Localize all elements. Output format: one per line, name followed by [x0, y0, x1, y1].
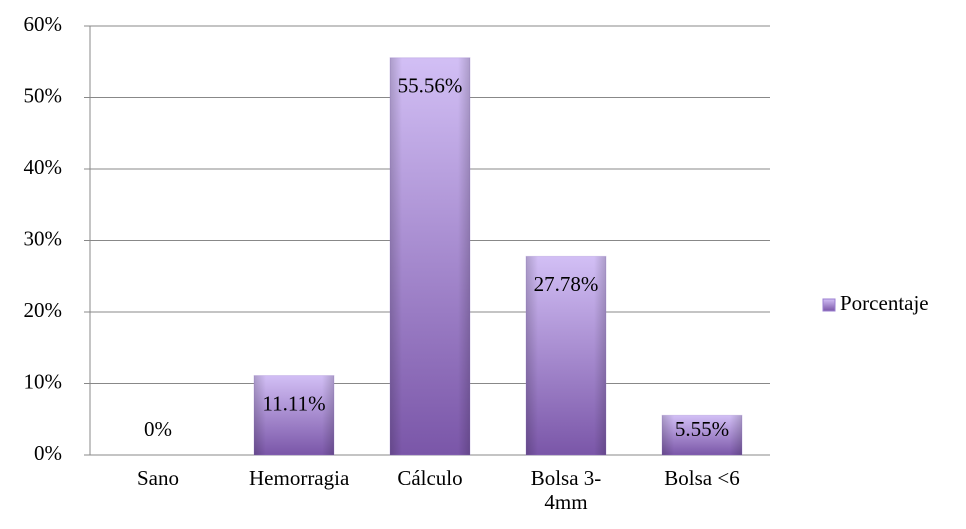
- data-label: 27.78%: [534, 272, 599, 296]
- y-tick-label: 40%: [24, 155, 63, 179]
- y-tick-label: 60%: [24, 12, 63, 36]
- x-tick-label-box: Cálculo: [362, 466, 498, 490]
- x-tick-label: Sano: [137, 466, 179, 490]
- y-tick-label: 30%: [24, 226, 63, 250]
- x-tick-label: Hemorragia: [249, 466, 350, 490]
- x-tick-label: Cálculo: [397, 466, 463, 490]
- data-label: 5.55%: [675, 417, 729, 441]
- bar-shade: [254, 375, 334, 455]
- x-tick-label: Bolsa <6: [664, 466, 740, 490]
- y-tick-label: 0%: [34, 441, 62, 465]
- x-tick-label: Bolsa 3-4mm: [530, 466, 602, 514]
- y-tick-label: 10%: [24, 369, 63, 393]
- legend-label: Porcentaje: [840, 291, 929, 315]
- x-tick-label-box: Bolsa 3-4mm: [498, 466, 634, 514]
- x-tick-label-box: Sano: [90, 466, 226, 490]
- y-tick-label: 20%: [24, 298, 63, 322]
- data-label: 0%: [144, 417, 172, 441]
- x-tick-label-box: Bolsa <6: [634, 466, 770, 490]
- data-label: 55.56%: [398, 74, 463, 98]
- legend-swatch: [822, 298, 836, 312]
- bar-shade: [526, 256, 606, 455]
- data-label: 11.11%: [262, 391, 325, 415]
- y-tick-label: 50%: [24, 83, 63, 107]
- bar-shade: [390, 57, 470, 455]
- bar-shade: [662, 415, 742, 455]
- x-tick-label-box: Hemorragia: [226, 466, 362, 490]
